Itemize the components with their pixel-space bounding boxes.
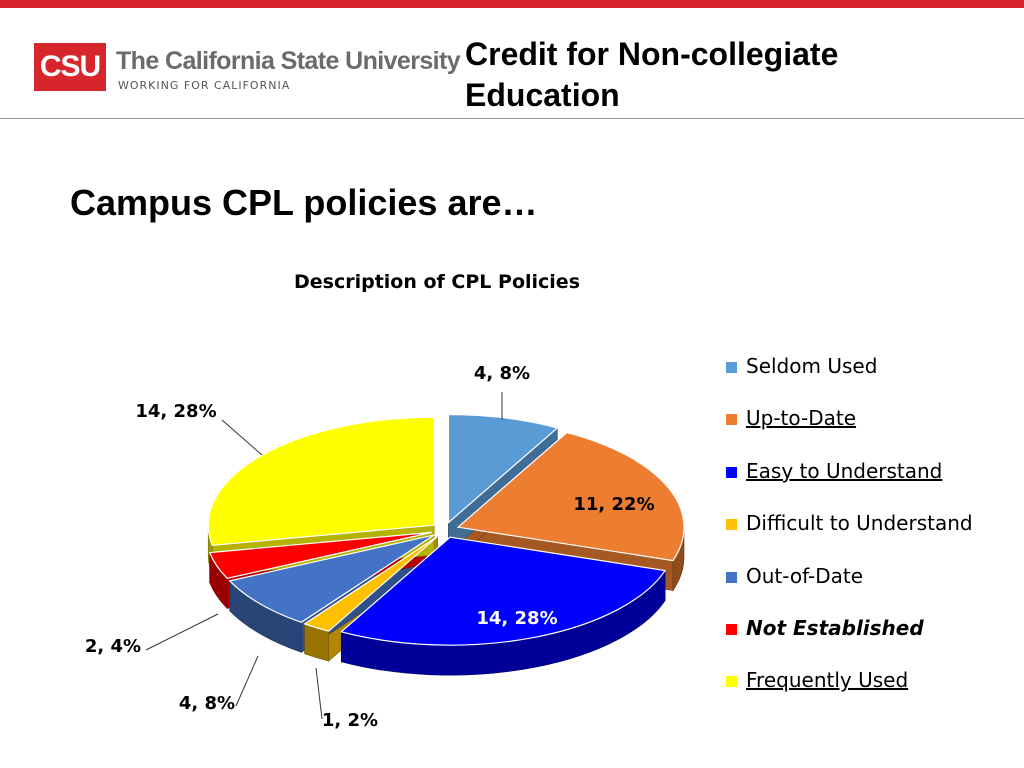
pie-slice-frequently-used: [207, 416, 435, 546]
csu-logo-tagline: WORKING FOR CALIFORNIA: [118, 79, 291, 92]
data-label-leader: [145, 613, 219, 651]
legend-swatch: [726, 624, 737, 635]
slide-title: Credit for Non-collegiate Education: [465, 36, 839, 113]
csu-logo-mark: CSU: [34, 43, 106, 91]
header-divider: [0, 118, 1024, 119]
pie-slice-easy-to-understand: [340, 536, 667, 646]
legend-label: Not Established: [746, 616, 924, 640]
legend-label: Seldom Used: [746, 354, 878, 378]
legend-swatch: [726, 466, 737, 478]
legend-swatch: [726, 571, 737, 583]
data-label: 14, 28%: [135, 401, 216, 422]
legend-label: Difficult to Understand: [746, 511, 973, 536]
top-accent-bar: [0, 0, 1024, 8]
legend-label: Out-of-Date: [746, 563, 864, 588]
legend-swatch: [726, 519, 737, 531]
pie-slice-seldom-used: [447, 413, 559, 524]
legend-swatch: [726, 414, 737, 426]
data-label: 4, 8%: [179, 693, 235, 714]
legend-label: Frequently Used: [746, 668, 909, 693]
pie-slice-out-of-date: [228, 534, 435, 623]
data-label: 2, 4%: [85, 636, 141, 657]
legend-swatch: [726, 676, 737, 688]
data-label: 11, 22%: [573, 494, 654, 515]
data-label-leader: [315, 667, 323, 720]
data-label: 14, 28%: [476, 608, 557, 629]
pie-slice-difficult-to-understand: [303, 535, 438, 632]
data-label-leader: [221, 419, 263, 456]
chart-title: Description of CPL Policies: [294, 271, 581, 293]
data-label: 4, 8%: [474, 363, 530, 384]
csu-logo: CSU The California State University WORK…: [34, 43, 461, 95]
legend-label: Easy to Understand: [746, 458, 943, 483]
csu-logo-name: The California State University: [116, 47, 461, 75]
slide-heading: Campus CPL policies are…: [70, 182, 538, 223]
pie-slice-up-to-date: [456, 431, 685, 562]
pie-slice-not-established: [208, 531, 432, 580]
legend-label: Up-to-Date: [746, 406, 857, 431]
legend-swatch: [726, 362, 737, 373]
data-label-leader: [235, 655, 259, 707]
data-label: 1, 2%: [322, 710, 378, 731]
